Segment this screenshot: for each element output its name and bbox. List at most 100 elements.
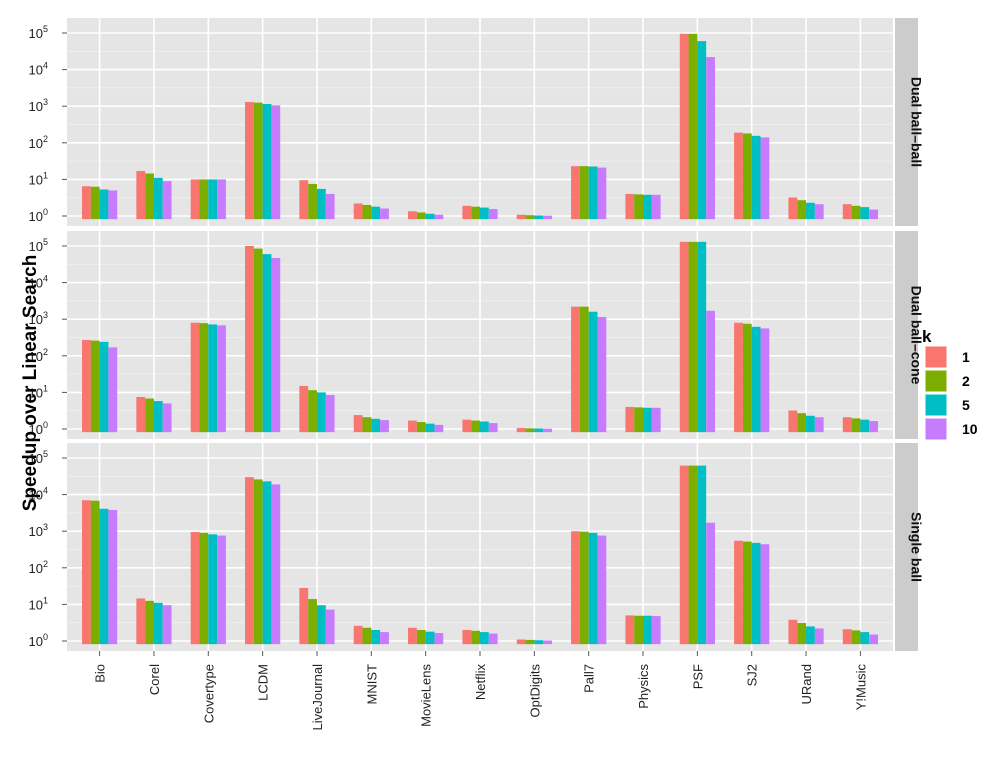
y-axis-label: Speedup over Linear Search <box>20 255 41 512</box>
bar-urand-k5 <box>806 626 815 645</box>
y-tick-label: 102 <box>29 559 48 576</box>
legend-swatch-k10 <box>924 417 948 441</box>
panel-strip-label: Dual ball–cone <box>909 286 925 385</box>
bar-ymusic-k10 <box>869 634 878 645</box>
bar-pall7-k2 <box>579 166 589 220</box>
bar-movielens-k10 <box>434 424 444 433</box>
bar-livejournal-k1 <box>299 588 309 645</box>
bar-psf-k2 <box>688 33 698 220</box>
bar-lcdm-k5 <box>262 254 272 433</box>
bar-urand-k1 <box>788 410 798 433</box>
bar-netflix-k10 <box>488 423 498 433</box>
bar-sj2-k1 <box>734 322 743 433</box>
bar-pall7-k2 <box>579 531 589 645</box>
bar-movielens-k2 <box>416 629 426 645</box>
bar-movielens-k1 <box>408 211 417 220</box>
bar-livejournal-k2 <box>308 599 317 645</box>
bar-sj2-k5 <box>751 135 761 220</box>
bar-mnist-k5 <box>371 206 381 220</box>
bar-mnist-k1 <box>353 625 363 645</box>
bar-urand-k2 <box>797 623 807 645</box>
bar-pall7-k10 <box>597 535 607 645</box>
bar-psf-k2 <box>688 241 698 433</box>
bar-corel-k5 <box>153 401 163 433</box>
bar-lcdm-k5 <box>262 103 272 220</box>
bar-netflix-k2 <box>471 206 480 220</box>
bar-corel-k5 <box>153 177 163 220</box>
bar-physics-k2 <box>634 407 644 433</box>
bar-psf-k5 <box>697 241 707 433</box>
bar-ymusic-k10 <box>869 421 878 433</box>
y-tick-label: 105 <box>29 237 48 254</box>
bar-urand-k1 <box>788 619 798 645</box>
bar-ymusic-k2 <box>851 418 861 433</box>
bar-physics-k2 <box>634 194 644 220</box>
bar-optdigits-k1 <box>516 214 526 220</box>
bar-optdigits-k1 <box>516 639 526 645</box>
bar-bio-k2 <box>90 500 100 645</box>
bar-sj2-k5 <box>751 326 761 433</box>
legend-swatch-k1 <box>924 345 948 369</box>
bar-covertype-k1 <box>190 179 200 220</box>
bar-pall7-k2 <box>579 306 589 433</box>
bar-sj2-k2 <box>742 541 752 645</box>
bar-physics-k10 <box>651 616 661 645</box>
bar-lcdm-k2 <box>253 102 263 220</box>
bar-physics-k2 <box>634 615 644 645</box>
bar-sj2-k1 <box>734 540 743 645</box>
bar-urand-k5 <box>806 202 815 220</box>
bar-pall7-k1 <box>571 306 580 433</box>
bar-lcdm-k10 <box>271 258 281 433</box>
bar-livejournal-k5 <box>316 188 326 220</box>
bar-lcdm-k10 <box>271 105 281 220</box>
x-axis: Bio Corel Covertype LCDM LiveJournal MNIST Mov… <box>93 651 868 731</box>
bar-movielens-k5 <box>425 423 435 433</box>
bar-mnist-k2 <box>362 417 372 433</box>
bar-bio-k5 <box>99 189 109 220</box>
bar-covertype-k10 <box>217 179 226 220</box>
bar-sj2-k5 <box>751 542 761 645</box>
y-tick-label: 104 <box>29 61 48 78</box>
bar-ymusic-k1 <box>842 629 852 645</box>
bar-movielens-k1 <box>408 627 417 645</box>
x-tick-label: Physics <box>636 664 651 709</box>
bar-movielens-k2 <box>416 212 426 220</box>
bar-optdigits-k2 <box>525 639 535 645</box>
bar-livejournal-k2 <box>308 390 317 433</box>
bar-livejournal-k10 <box>325 394 335 433</box>
bar-mnist-k10 <box>380 420 389 433</box>
bar-pall7-k1 <box>571 166 580 220</box>
bar-ymusic-k5 <box>860 632 870 645</box>
bar-covertype-k10 <box>217 535 226 645</box>
bar-urand-k10 <box>814 417 824 433</box>
bar-bio-k10 <box>108 509 118 645</box>
bar-optdigits-k5 <box>534 640 544 645</box>
legend-label-k10: 10 <box>962 421 978 437</box>
bar-psf-k1 <box>679 241 689 433</box>
bar-lcdm-k2 <box>253 248 263 433</box>
bar-bio-k2 <box>90 340 100 433</box>
bar-optdigits-k5 <box>534 428 544 433</box>
bar-mnist-k1 <box>353 415 363 433</box>
legend-swatch-k5 <box>924 393 948 417</box>
bar-lcdm-k2 <box>253 479 263 645</box>
x-tick-label: Bio <box>93 664 108 683</box>
bar-lcdm-k5 <box>262 481 272 645</box>
bar-corel-k10 <box>162 605 172 645</box>
x-tick-label: MovieLens <box>419 664 434 727</box>
bar-pall7-k1 <box>571 531 580 645</box>
bar-movielens-k2 <box>416 422 426 433</box>
y-tick-label: 102 <box>29 134 48 151</box>
bar-mnist-k10 <box>380 208 389 220</box>
bar-movielens-k5 <box>425 213 435 220</box>
bar-livejournal-k10 <box>325 193 335 220</box>
x-tick-label: SJ2 <box>745 664 760 686</box>
bar-psf-k10 <box>706 522 715 645</box>
bar-bio-k1 <box>82 186 91 220</box>
y-tick-label: 101 <box>29 595 48 612</box>
bar-optdigits-k2 <box>525 215 535 220</box>
x-tick-label: LCDM <box>256 664 271 701</box>
bar-ymusic-k10 <box>869 209 878 220</box>
bar-mnist-k2 <box>362 204 372 220</box>
bar-pall7-k5 <box>588 311 598 433</box>
